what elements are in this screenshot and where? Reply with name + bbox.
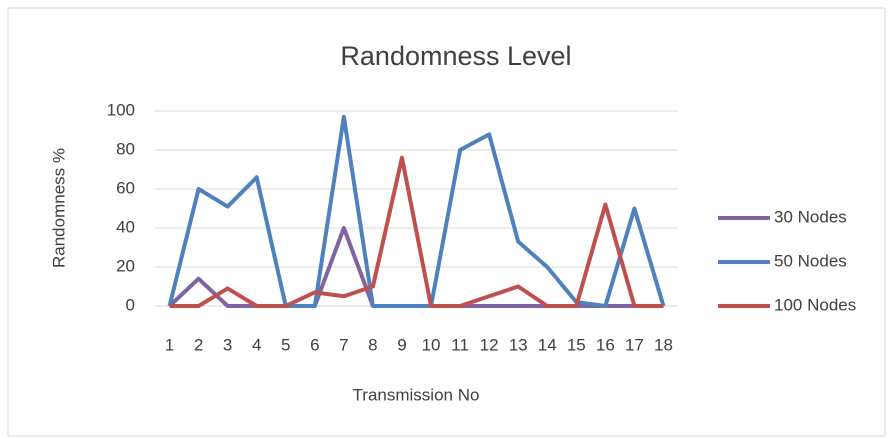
x-tick-label: 5 — [281, 335, 290, 354]
x-tick-label: 18 — [654, 335, 673, 354]
x-tick-label: 7 — [339, 335, 348, 354]
legend-label: 50 Nodes — [774, 251, 847, 270]
series-line — [167, 114, 666, 308]
x-tick-label: 13 — [509, 335, 528, 354]
x-tick-label: 9 — [397, 335, 406, 354]
y-tick-label: 80 — [116, 139, 135, 158]
x-tick-label: 8 — [368, 335, 377, 354]
x-tick-label: 3 — [223, 335, 232, 354]
y-tick-label: 40 — [116, 217, 135, 236]
legend-label: 30 Nodes — [774, 207, 847, 226]
y-tick-label: 60 — [116, 178, 135, 197]
x-tick-label: 10 — [422, 335, 441, 354]
x-tick-label: 16 — [596, 335, 615, 354]
x-tick-label: 6 — [310, 335, 319, 354]
y-tick-label: 0 — [126, 295, 135, 314]
x-tick-label: 12 — [480, 335, 499, 354]
x-tick-label: 4 — [252, 335, 261, 354]
y-tick-label: 20 — [116, 256, 135, 275]
x-tick-label: 17 — [625, 335, 644, 354]
x-tick-label: 11 — [451, 335, 469, 354]
y-axis-title: Randomness % — [49, 148, 68, 268]
x-tick-label: 14 — [538, 335, 557, 354]
chart-title: Randomness Level — [340, 41, 571, 71]
x-axis-title: Transmission No — [353, 385, 480, 404]
x-tick-label: 1 — [165, 335, 174, 354]
y-tick-label: 100 — [107, 100, 135, 119]
legend-label: 100 Nodes — [774, 295, 856, 314]
x-tick-label: 15 — [567, 335, 586, 354]
x-tick-label: 2 — [194, 335, 203, 354]
series-line — [169, 155, 664, 308]
